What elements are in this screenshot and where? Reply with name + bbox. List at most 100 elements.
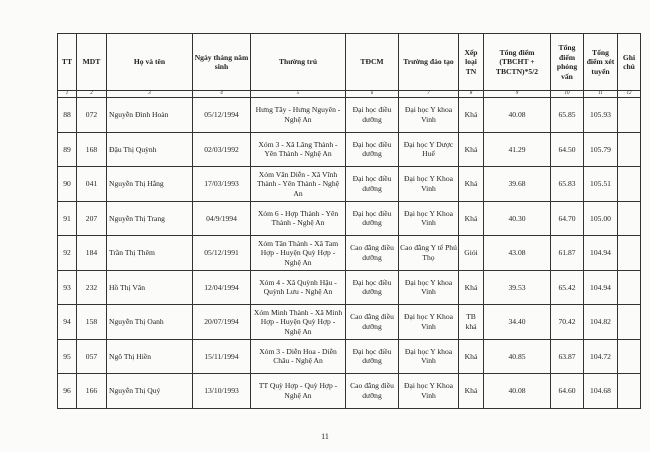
cell-tdcm: Đại học điều dưỡng — [345, 166, 399, 202]
cell-mdt: 057 — [76, 338, 107, 374]
cell-name: Nguyễn Thị Hằng — [106, 166, 193, 202]
cell-school: Đại học Y Khoa Vinh — [398, 304, 459, 340]
cell-tt: 90 — [57, 166, 77, 202]
cell-tdcm: Đại học điều dưỡng — [345, 338, 399, 374]
cell-note — [617, 235, 641, 271]
cell-tt: 95 — [57, 338, 77, 374]
column-number: 8 — [458, 90, 484, 98]
table-row: 93 232 Hồ Thị Vân 12/04/1994 Xóm 4 - Xã Quỳn… — [57, 269, 641, 305]
column-number: 3 — [106, 90, 193, 98]
cell-note — [617, 269, 641, 305]
cell-tt: 91 — [57, 200, 77, 236]
cell-interview: 65.85 — [550, 97, 584, 133]
cell-dob: 13/10/1993 — [192, 373, 251, 409]
column-header: Ghi chú — [617, 33, 641, 91]
cell-name: Ngô Thị Hiền — [106, 338, 193, 374]
cell-score: 40.85 — [483, 338, 551, 374]
cell-total: 105.00 — [583, 200, 618, 236]
table-row: 94 158 Nguyễn Thị Oanh 20/07/1994 Xóm Minh T… — [57, 304, 641, 340]
column-number: 6 — [345, 90, 399, 98]
cell-total: 105.79 — [583, 131, 618, 167]
cell-dob: 04/9/1994 — [192, 200, 251, 236]
cell-total: 104.68 — [583, 373, 618, 409]
cell-mdt: 166 — [76, 373, 107, 409]
cell-rank: Giỏi — [458, 235, 484, 271]
column-number-row: 1 2 3 4 5 6 7 8 9 10 11 12 — [57, 90, 641, 98]
cell-score: 40.08 — [483, 97, 551, 133]
cell-address: Xóm 3 - Diễn Hoa - Diễn Châu - Nghệ An — [250, 338, 346, 374]
cell-total: 105.93 — [583, 97, 618, 133]
table-row: 88 072 Nguyễn Đình Hoàn 05/12/1994 Hưng Tây … — [57, 97, 641, 133]
table-row: 95 057 Ngô Thị Hiền 15/11/1994 Xóm 3 - Diễn … — [57, 338, 641, 374]
cell-score: 39.53 — [483, 269, 551, 305]
cell-address: Xóm Văn Diễn - Xã Vĩnh Thành - Yên Thành… — [250, 166, 346, 202]
cell-tdcm: Cao đẳng điều dưỡng — [345, 373, 399, 409]
cell-school: Đại học Y khoa Vinh — [398, 97, 459, 133]
cell-rank: TB khá — [458, 304, 484, 340]
cell-address: Xóm Minh Thành - Xã Minh Hợp - Huyện Quỳ… — [250, 304, 346, 340]
column-number: 5 — [250, 90, 346, 98]
cell-note — [617, 373, 641, 409]
table-row: 90 041 Nguyễn Thị Hằng 17/03/1993 Xóm Văn Di… — [57, 166, 641, 202]
cell-total: 104.94 — [583, 269, 618, 305]
column-header: Tổng điểm phỏng vấn — [550, 33, 584, 91]
cell-mdt: 207 — [76, 200, 107, 236]
column-header: Họ và tên — [106, 33, 193, 91]
cell-tt: 89 — [57, 131, 77, 167]
table-row: 96 166 Nguyễn Thị Quý 13/10/1993 TT Quỳ Hợp … — [57, 373, 641, 409]
cell-tt: 96 — [57, 373, 77, 409]
cell-address: Xóm 6 - Hợp Thành - Yên Thành - Nghệ An — [250, 200, 346, 236]
cell-tt: 92 — [57, 235, 77, 271]
cell-dob: 12/04/1994 — [192, 269, 251, 305]
cell-school: Đại học Y Khoa Vinh — [398, 373, 459, 409]
cell-tdcm: Cao đẳng điều dưỡng — [345, 235, 399, 271]
cell-tt: 94 — [57, 304, 77, 340]
cell-dob: 05/12/1994 — [192, 97, 251, 133]
cell-interview: 65.83 — [550, 166, 584, 202]
cell-name: Nguyễn Đình Hoàn — [106, 97, 193, 133]
column-header: Tổng điểm xét tuyển — [583, 33, 618, 91]
cell-name: Nguyễn Thị Quý — [106, 373, 193, 409]
cell-score: 40.30 — [483, 200, 551, 236]
cell-tdcm: Đại học điều dưỡng — [345, 269, 399, 305]
cell-rank: Khá — [458, 166, 484, 202]
cell-rank: Khá — [458, 200, 484, 236]
cell-mdt: 232 — [76, 269, 107, 305]
column-header: Trường đào tạo — [398, 33, 459, 91]
cell-tt: 88 — [57, 97, 77, 133]
column-header: Xếp loại TN — [458, 33, 484, 91]
cell-interview: 70.42 — [550, 304, 584, 340]
cell-interview: 64.70 — [550, 200, 584, 236]
column-header: MDT — [76, 33, 107, 91]
cell-tdcm: Cao đẳng điều dưỡng — [345, 304, 399, 340]
cell-tt: 93 — [57, 269, 77, 305]
cell-score: 34.40 — [483, 304, 551, 340]
cell-interview: 61.87 — [550, 235, 584, 271]
cell-dob: 02/03/1992 — [192, 131, 251, 167]
cell-interview: 63.87 — [550, 338, 584, 374]
cell-name: Nguyễn Thị Oanh — [106, 304, 193, 340]
candidate-table: TT MDT Họ và tên Ngày tháng năm sinh Thường … — [57, 33, 641, 409]
column-header: TT — [57, 33, 77, 91]
cell-rank: Khá — [458, 373, 484, 409]
cell-note — [617, 304, 641, 340]
cell-tdcm: Đại học điều dưỡng — [345, 200, 399, 236]
cell-rank: Khá — [458, 131, 484, 167]
cell-school: Cao đẳng Y tế Phú Thọ — [398, 235, 459, 271]
cell-mdt: 168 — [76, 131, 107, 167]
cell-tdcm: Đại học điều dưỡng — [345, 131, 399, 167]
cell-mdt: 041 — [76, 166, 107, 202]
cell-note — [617, 97, 641, 133]
table-row: 91 207 Nguyễn Thị Trang 04/9/1994 Xóm 6 - Hợ… — [57, 200, 641, 236]
cell-address: Xóm 3 - Xã Lăng Thành - Yên Thành - Nghệ… — [250, 131, 346, 167]
cell-address: Xóm Tân Thành - Xã Tam Hợp - Huyện Quỳ H… — [250, 235, 346, 271]
column-number: 12 — [617, 90, 641, 98]
table-row: 89 168 Đậu Thị Quỳnh 02/03/1992 Xóm 3 - Xã L… — [57, 131, 641, 167]
cell-name: Hồ Thị Vân — [106, 269, 193, 305]
column-number: 7 — [398, 90, 459, 98]
column-number: 1 — [57, 90, 77, 98]
cell-score: 43.08 — [483, 235, 551, 271]
cell-rank: Khá — [458, 97, 484, 133]
cell-note — [617, 200, 641, 236]
cell-school: Đại học Y Khoa Vinh — [398, 200, 459, 236]
